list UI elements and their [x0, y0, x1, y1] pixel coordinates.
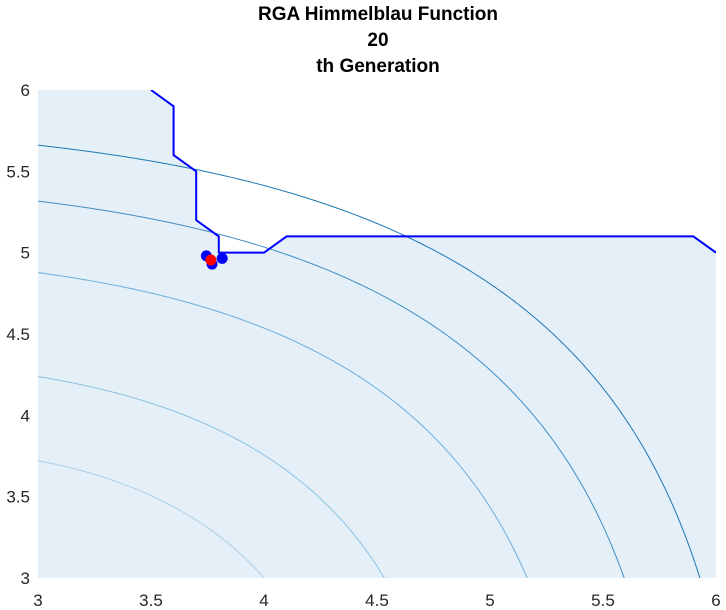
x-tick-label: 5.5 — [591, 591, 615, 610]
contour-level-400 — [38, 272, 528, 578]
contour-level-100 — [38, 460, 265, 578]
y-tick-label: 4 — [21, 406, 30, 425]
y-axis-tick-labels: 3 3.5 4 4.5 5 5.5 6 — [6, 81, 30, 588]
y-tick-label: 3.5 — [6, 488, 30, 507]
y-tick-label: 5.5 — [6, 162, 30, 181]
x-tick-label: 4 — [259, 591, 268, 610]
contour-level-600 — [38, 200, 625, 578]
y-tick-label: 5 — [21, 244, 30, 263]
x-tick-label: 5 — [485, 591, 494, 610]
contour-level-200 — [38, 376, 385, 578]
chart-title-line-3: th Generation — [316, 56, 440, 77]
chart-title-line-2: 20 — [367, 30, 389, 51]
population-point-2 — [216, 252, 228, 264]
best-point-0 — [205, 254, 217, 266]
x-axis-tick-labels: 3 3.5 4 4.5 5 5.5 6 — [33, 591, 720, 610]
population-points — [200, 250, 228, 270]
best-path-line — [150, 90, 716, 254]
x-tick-label: 3.5 — [139, 591, 163, 610]
x-tick-label: 4.5 — [365, 591, 389, 610]
fill-region-path — [38, 90, 716, 578]
y-tick-label: 3 — [21, 569, 30, 588]
chart-title: RGA Himmelblau Function 20 th Generation — [0, 2, 726, 80]
feasible-region-fill — [38, 90, 716, 578]
x-tick-label: 3 — [33, 591, 42, 610]
x-tick-label: 6 — [711, 591, 720, 610]
y-tick-label: 6 — [21, 81, 30, 100]
contour-level-800 — [38, 144, 701, 578]
series-layer — [150, 90, 716, 254]
chart-title-line-1: RGA Himmelblau Function — [258, 4, 498, 25]
contour-lines — [38, 144, 701, 578]
y-tick-label: 4.5 — [6, 325, 30, 344]
